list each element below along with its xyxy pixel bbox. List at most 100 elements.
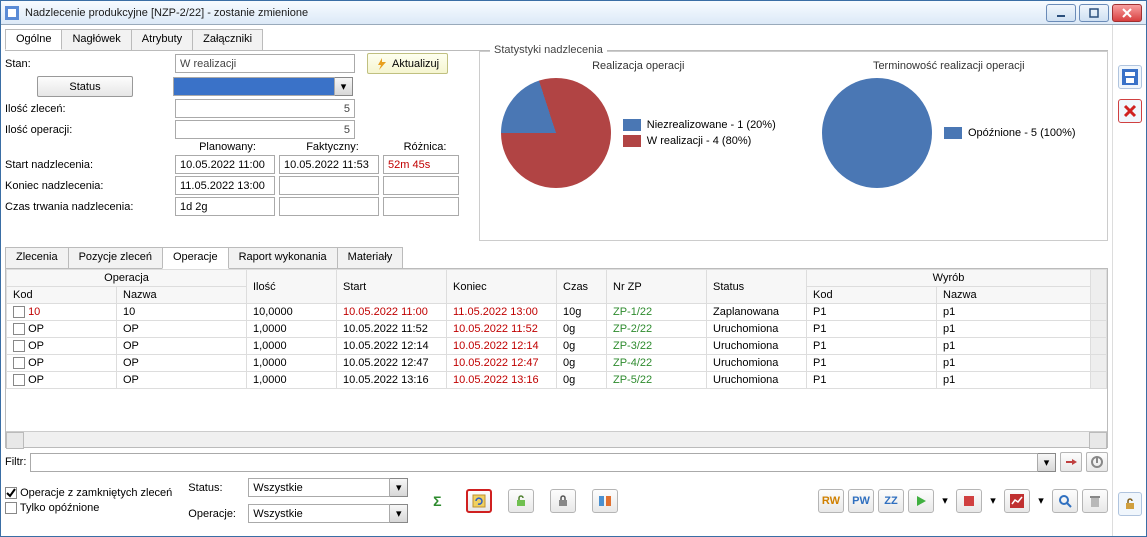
sub-tab-operacje[interactable]: Operacje [162,247,229,269]
koniec-plan[interactable]: 11.05.2022 13:00 [175,176,275,195]
chevron-down-icon[interactable]: ▾ [390,478,408,497]
chart2-title: Terminowość realizacji operacji [873,60,1025,72]
grid-col-wnazwa[interactable]: Nazwa [937,287,1091,304]
zz-button[interactable]: ZZ [878,489,904,513]
pie-chart-2 [822,78,932,188]
grid-col-czas[interactable]: Czas [557,270,607,304]
grid-col-status[interactable]: Status [707,270,807,304]
main-tab-nagłówek[interactable]: Nagłówek [61,29,131,50]
cancel-icon[interactable] [1118,99,1142,123]
col-faktyczny: Faktyczny: [280,141,385,153]
start-plan[interactable]: 10.05.2022 11:00 [175,155,275,174]
rw-button[interactable]: RW [818,489,844,513]
start-diff: 52m 45s [383,155,459,174]
table-row[interactable]: OPOP1,000010.05.2022 13:1610.05.2022 13:… [7,372,1107,389]
grid-col-ilosc[interactable]: Ilość [247,270,337,304]
main-tab-atrybuty[interactable]: Atrybuty [131,29,193,50]
chart-button[interactable] [1004,489,1030,513]
maximize-button[interactable] [1079,4,1109,22]
koniec-fakt[interactable] [279,176,379,195]
sigma-icon: Σ [433,493,441,509]
app-window: Nadzlecenie produkcyjne [NZP-2/22] - zos… [0,0,1147,537]
minimize-button[interactable] [1046,4,1076,22]
columns-button[interactable] [592,489,618,513]
chevron-down-icon[interactable]: ▾ [390,504,408,523]
table-row[interactable]: OPOP1,000010.05.2022 12:1410.05.2022 12:… [7,338,1107,355]
sub-tab-zlecenia[interactable]: Zlecenia [5,247,69,269]
lock-open-button[interactable] [508,489,534,513]
grid-vscroll-placeholder [1091,270,1107,304]
bottom-operacje-combo[interactable]: Wszystkie▾ [248,504,408,523]
grid-hscrollbar[interactable] [6,431,1107,447]
start-fakt[interactable]: 10.05.2022 11:53 [279,155,379,174]
chk-closed-orders[interactable]: Operacje z zamkniętych zleceń [5,487,172,499]
main-tab-ogólne[interactable]: Ogólne [5,29,62,50]
koniec-diff [383,176,459,195]
close-button[interactable] [1112,4,1142,22]
table-row[interactable]: 101010,000010.05.2022 11:0011.05.2022 13… [7,304,1107,321]
status-button[interactable]: Status [37,76,133,97]
pw-button[interactable]: PW [848,489,874,513]
delete-button[interactable] [1082,489,1108,513]
chevron-down-icon[interactable]: ▾ [335,77,353,96]
table-row[interactable]: OPOP1,000010.05.2022 12:4710.05.2022 12:… [7,355,1107,372]
stop-dropdown[interactable]: ▾ [986,489,1000,513]
lock-closed-button[interactable] [550,489,576,513]
stop-button[interactable] [956,489,982,513]
sub-tab-pozycje-zleceń[interactable]: Pozycje zleceń [68,247,163,269]
bottom-status-combo[interactable]: Wszystkie▾ [248,478,408,497]
legend-item: Opóźnione - 5 (100%) [944,127,1076,139]
ilosc-operacji-value: 5 [175,120,355,139]
unlock-side-icon[interactable] [1118,492,1142,516]
chevron-down-icon[interactable]: ▾ [1038,453,1056,472]
sigma-button[interactable]: Σ [424,489,450,513]
status-combo-value [173,77,335,96]
chart1-legend: Niezrealizowane - 1 (20%)W realizacji - … [623,115,776,151]
filter-combo[interactable]: ▾ [30,453,1056,472]
sub-tab-raport-wykonania[interactable]: Raport wykonania [228,247,338,269]
grid-col-wkod[interactable]: Kod [807,287,937,304]
grid-col-koniec[interactable]: Koniec [447,270,557,304]
chart-dropdown[interactable]: ▾ [1034,489,1048,513]
lightning-icon [376,58,388,70]
zz-icon: ZZ [884,495,897,507]
zoom-button[interactable] [1052,489,1078,513]
chk-only-delayed[interactable]: Tylko opóźnione [5,502,172,514]
refresh-highlighted-button[interactable] [466,489,492,513]
col-roznica: Różnica: [385,141,465,153]
app-icon [5,6,19,20]
play-button[interactable] [908,489,934,513]
bottom-operacje-label: Operacje: [188,508,248,520]
status-combo[interactable]: ▾ [173,77,353,96]
koniec-label: Koniec nadzlecenia: [5,180,175,192]
ilosc-operacji-label: Ilość operacji: [5,124,175,136]
chart1-title: Realizacja operacji [592,60,684,72]
window-title: Nadzlecenie produkcyjne [NZP-2/22] - zos… [25,7,1043,19]
aktualizuj-label: Aktualizuj [392,58,439,70]
grid-col-nazwa[interactable]: Nazwa [117,287,247,304]
table-row[interactable]: OPOP1,000010.05.2022 11:5210.05.2022 11:… [7,321,1107,338]
operations-grid: Operacja Ilość Start Koniec Czas Nr ZP S… [5,268,1108,448]
play-dropdown[interactable]: ▾ [938,489,952,513]
chk1-label: Operacje z zamkniętych zleceń [20,487,172,499]
grid-col-nrzp[interactable]: Nr ZP [607,270,707,304]
chart2-legend: Opóźnione - 5 (100%) [944,123,1076,143]
aktualizuj-button[interactable]: Aktualizuj [367,53,448,74]
chk2-label: Tylko opóźnione [20,502,100,514]
main-tab-załączniki[interactable]: Załączniki [192,29,263,50]
save-icon[interactable] [1118,65,1142,89]
filter-edit-button[interactable] [1086,452,1108,472]
filter-input[interactable] [30,453,1038,472]
stan-value: W realizacji [175,54,355,73]
bottom-status-value: Wszystkie [248,478,390,497]
grid-group-wyrob: Wyrób [807,270,1091,287]
legend-item: W realizacji - 4 (80%) [623,135,776,147]
title-bar: Nadzlecenie produkcyjne [NZP-2/22] - zos… [1,1,1146,25]
grid-col-kod[interactable]: Kod [7,287,117,304]
czas-plan: 1d 2g [175,197,275,216]
grid-col-start[interactable]: Start [337,270,447,304]
ilosc-zlecen-label: Ilość zleceń: [5,103,175,115]
filter-apply-button[interactable] [1060,452,1082,472]
chart-realizacja: Realizacja operacji Niezrealizowane - 1 … [488,60,789,236]
sub-tab-materiały[interactable]: Materiały [337,247,404,269]
